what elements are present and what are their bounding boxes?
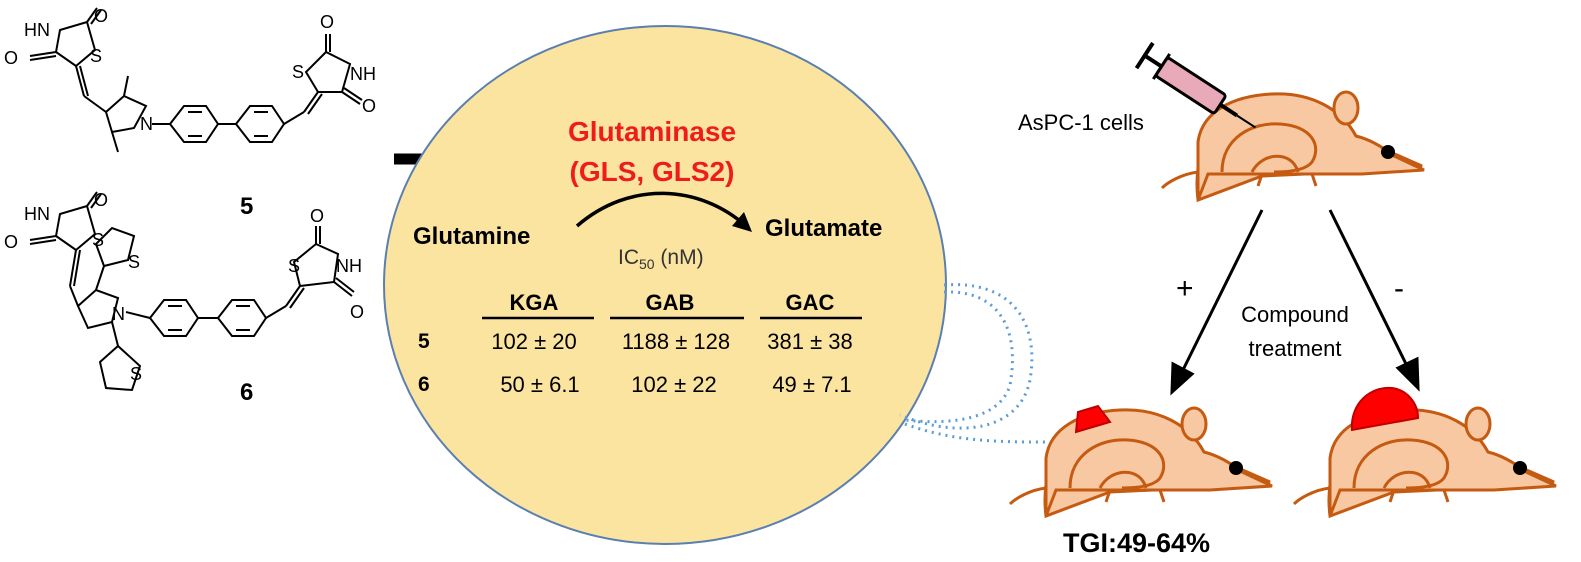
table-row-label: 5: [418, 330, 430, 353]
atom-s: S: [90, 46, 102, 66]
compound-6-label: 6: [240, 379, 253, 406]
reaction-arrowhead: [732, 212, 752, 232]
atom-o: O: [4, 48, 18, 68]
compound-5-label: 5: [240, 193, 253, 220]
treatment-line1: Compound: [1241, 302, 1349, 327]
table-row-label: 6: [418, 373, 430, 396]
table-cell: 102 ± 22: [631, 372, 716, 397]
atom-n: N: [140, 114, 153, 134]
compound-6-atom-labels: HN O O S N S S S NH O O: [4, 190, 364, 384]
table-header-gab: GAB: [646, 290, 695, 315]
table-cell: 1188 ± 128: [622, 329, 730, 354]
mouse-treated: [1008, 406, 1274, 518]
atom-o: O: [310, 206, 324, 226]
atom-s: S: [292, 62, 304, 82]
mouse-untreated-top: [1160, 90, 1426, 202]
atom-s: S: [288, 256, 300, 276]
atom-o: O: [350, 302, 364, 322]
plus-label: +: [1176, 272, 1194, 305]
table-header-kga: KGA: [510, 290, 559, 315]
tgi-label: TGI:49-64%: [1063, 528, 1210, 558]
atom-o: O: [362, 96, 376, 116]
atom-o: O: [94, 190, 108, 210]
table-cell: 381 ± 38: [767, 329, 852, 354]
enzyme-name-line2: (GLS, GLS2): [570, 156, 735, 187]
table-cell: 102 ± 20: [491, 329, 576, 354]
atom-s: S: [130, 364, 142, 384]
atom-o: O: [4, 232, 18, 252]
compound-6-structure: [29, 191, 355, 392]
atom-nh: NH: [336, 256, 362, 276]
enzyme-name-line1: Glutaminase: [568, 116, 736, 147]
substrate-label: Glutamine: [413, 223, 530, 250]
atom-n: N: [112, 304, 125, 324]
treatment-line2: treatment: [1249, 336, 1342, 361]
ic50-table: KGA GAB GAC 5 102 ± 20 1188 ± 128 381 ± …: [418, 290, 862, 397]
syringe-icon: [1134, 41, 1256, 129]
atom-s: S: [92, 230, 104, 250]
atom-hn: HN: [24, 20, 50, 40]
tumor-large: [1350, 386, 1420, 432]
enzyme-ellipse: [383, 25, 947, 545]
product-label: Glutamate: [765, 215, 882, 242]
atom-nh: NH: [350, 64, 376, 84]
atom-o: O: [320, 12, 334, 32]
branch-arrows: [1170, 209, 1420, 396]
table-header-gac: GAC: [786, 290, 835, 315]
minus-label: -: [1394, 272, 1404, 305]
atom-o: O: [94, 6, 108, 26]
tumor-small: [1074, 404, 1112, 434]
table-cell: 50 ± 6.1: [500, 372, 579, 397]
mouse-untreated: [1292, 406, 1558, 518]
atom-hn: HN: [24, 204, 50, 224]
cells-label: AsPC-1 cells: [1018, 110, 1144, 135]
ic50-label: IC50 (nM): [618, 246, 704, 272]
reaction-arrow: [575, 191, 748, 228]
table-cell: 49 ± 7.1: [772, 372, 851, 397]
atom-s: S: [128, 252, 140, 272]
compound-5-structure: [29, 7, 363, 153]
zoom-connector: [899, 283, 1076, 444]
compound-5-atom-labels: HN O O S N S NH O O: [4, 6, 376, 134]
